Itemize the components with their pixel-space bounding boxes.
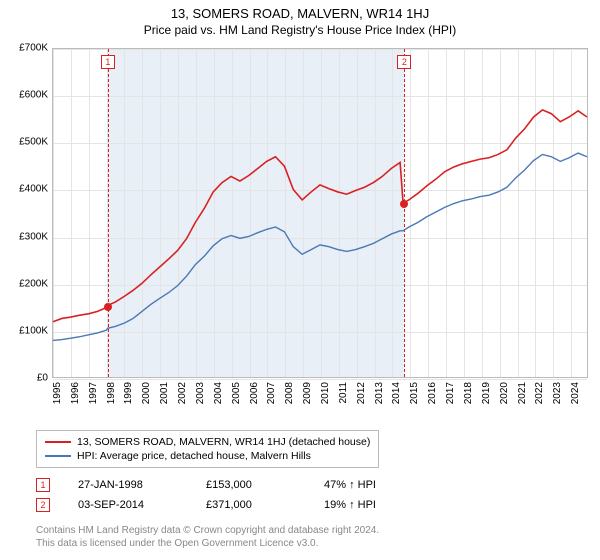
event-date: 03-SEP-2014 — [78, 499, 178, 511]
x-tick-label: 2019 — [481, 382, 492, 404]
event-price: £153,000 — [206, 479, 296, 491]
y-tick-label: £600K — [19, 90, 48, 101]
event-marker — [104, 303, 112, 311]
series-hpi — [53, 153, 587, 340]
x-tick-label: 2021 — [517, 382, 528, 404]
legend-item: HPI: Average price, detached house, Malv… — [45, 449, 370, 463]
x-tick-label: 2012 — [356, 382, 367, 404]
footer-line-2: This data is licensed under the Open Gov… — [36, 537, 379, 550]
event-row: 2 03-SEP-2014 £371,000 19% ↑ HPI — [36, 495, 414, 515]
y-axis: £0£100K£200K£300K£400K£500K£600K£700K — [0, 48, 52, 378]
event-row: 1 27-JAN-1998 £153,000 47% ↑ HPI — [36, 475, 414, 495]
x-tick-label: 1996 — [70, 382, 81, 404]
x-tick-label: 2000 — [141, 382, 152, 404]
x-tick-label: 2017 — [445, 382, 456, 404]
legend-label: 13, SOMERS ROAD, MALVERN, WR14 1HJ (deta… — [77, 436, 370, 448]
x-tick-label: 2001 — [159, 382, 170, 404]
y-tick-label: £500K — [19, 137, 48, 148]
x-tick-label: 2010 — [320, 382, 331, 404]
x-tick-label: 1999 — [123, 382, 134, 404]
x-tick-label: 2002 — [177, 382, 188, 404]
x-tick-label: 1995 — [52, 382, 63, 404]
x-tick-label: 2009 — [302, 382, 313, 404]
x-tick-label: 2018 — [463, 382, 474, 404]
x-tick-label: 2022 — [534, 382, 545, 404]
chart-container: 13, SOMERS ROAD, MALVERN, WR14 1HJ Price… — [0, 0, 600, 560]
y-tick-label: £100K — [19, 325, 48, 336]
y-tick-label: £0 — [37, 373, 48, 384]
x-tick-label: 2003 — [195, 382, 206, 404]
event-marker — [400, 200, 408, 208]
legend-swatch — [45, 441, 71, 443]
series-svg — [53, 49, 587, 377]
event-price: £371,000 — [206, 499, 296, 511]
x-tick-label: 2013 — [374, 382, 385, 404]
x-tick-label: 2014 — [391, 382, 402, 404]
footer-attribution: Contains HM Land Registry data © Crown c… — [36, 524, 379, 550]
x-tick-label: 2011 — [338, 382, 349, 404]
event-number-box: 1 — [36, 478, 50, 492]
x-tick-label: 2004 — [213, 382, 224, 404]
footer-line-1: Contains HM Land Registry data © Crown c… — [36, 524, 379, 537]
x-tick-label: 2005 — [231, 382, 242, 404]
y-tick-label: £200K — [19, 278, 48, 289]
legend: 13, SOMERS ROAD, MALVERN, WR14 1HJ (deta… — [36, 430, 379, 468]
event-diff: 19% ↑ HPI — [324, 499, 414, 511]
x-tick-label: 2008 — [284, 382, 295, 404]
event-number-box: 2 — [36, 498, 50, 512]
x-tick-label: 2015 — [409, 382, 420, 404]
series-price_paid — [53, 110, 587, 322]
legend-swatch — [45, 455, 71, 457]
legend-item: 13, SOMERS ROAD, MALVERN, WR14 1HJ (deta… — [45, 435, 370, 449]
x-tick-label: 1998 — [106, 382, 117, 404]
events-table: 1 27-JAN-1998 £153,000 47% ↑ HPI 2 03-SEP-201… — [36, 475, 414, 515]
x-axis: 1995 1996 1997 1998 1999 2000 2001 2002 2003 2004… — [52, 378, 588, 428]
event-date: 27-JAN-1998 — [78, 479, 178, 491]
x-tick-label: 2007 — [266, 382, 277, 404]
chart-title: 13, SOMERS ROAD, MALVERN, WR14 1HJ — [0, 0, 600, 21]
legend-label: HPI: Average price, detached house, Malv… — [77, 450, 311, 462]
y-tick-label: £400K — [19, 184, 48, 195]
plot-area: 12 — [52, 48, 588, 378]
x-tick-label: 2020 — [499, 382, 510, 404]
event-diff: 47% ↑ HPI — [324, 479, 414, 491]
chart-subtitle: Price paid vs. HM Land Registry's House … — [0, 21, 600, 37]
x-tick-label: 1997 — [88, 382, 99, 404]
y-tick-label: £700K — [19, 43, 48, 54]
x-tick-label: 2006 — [249, 382, 260, 404]
x-tick-label: 2016 — [427, 382, 438, 404]
x-tick-label: 2023 — [552, 382, 563, 404]
x-tick-label: 2024 — [570, 382, 581, 404]
y-tick-label: £300K — [19, 231, 48, 242]
